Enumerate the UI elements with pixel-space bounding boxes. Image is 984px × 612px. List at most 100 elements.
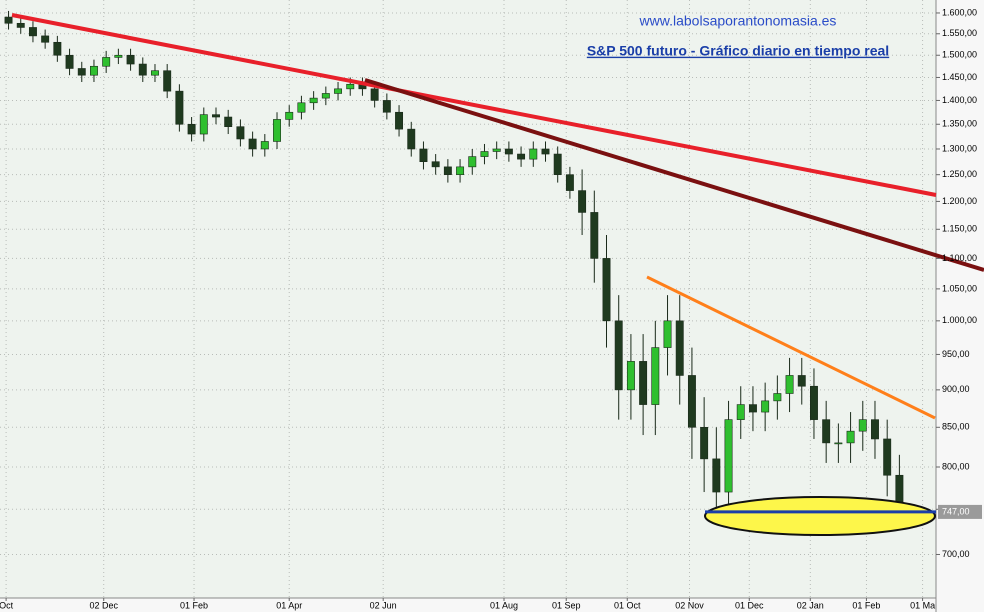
y-tick-label: 950,00	[942, 349, 970, 359]
site-url: www.labolsaporantonomasia.es	[639, 13, 837, 29]
candle-body	[53, 41, 62, 56]
x-axis-area	[0, 598, 936, 612]
candles	[4, 10, 904, 519]
y-tick-label: 700,00	[942, 549, 970, 559]
candle-body	[382, 100, 391, 113]
x-tick-label: 02 Dec	[89, 600, 118, 610]
x-tick-label: 01 Feb	[852, 600, 880, 610]
candle-body	[639, 361, 648, 405]
candle-body	[90, 65, 98, 76]
support-zone	[704, 496, 936, 536]
candle-body	[736, 404, 745, 420]
candle-body	[285, 111, 294, 120]
candle-body	[138, 63, 147, 76]
candle-body	[797, 375, 806, 387]
candle-body	[663, 320, 672, 348]
y-tick-label: 1.600,00	[942, 7, 977, 17]
annotations	[11, 13, 984, 536]
candle-body	[151, 70, 159, 76]
y-tick-label: 1.550,00	[942, 28, 977, 38]
y-tick-label: 800,00	[942, 461, 970, 471]
x-tick-label: 02 Jan	[797, 600, 824, 610]
candle-body	[456, 166, 465, 175]
candle-body	[163, 70, 172, 92]
candle-body	[199, 114, 208, 135]
y-tick-label: 1.150,00	[942, 224, 977, 234]
y-tick-label: 1.250,00	[942, 169, 977, 179]
candle-body	[541, 148, 550, 155]
candle-body	[297, 102, 306, 113]
y-tick-label: 1.400,00	[942, 95, 977, 105]
candle-body	[236, 126, 245, 140]
candle-body	[16, 22, 25, 28]
y-axis-area	[936, 0, 984, 612]
candle-body	[700, 426, 709, 460]
candle-body	[517, 153, 526, 160]
x-tick-label: 01 Feb	[180, 600, 208, 610]
x-tick-label: 01 Oct	[614, 600, 641, 610]
candle-body	[77, 68, 86, 76]
trendline-dark-red	[364, 78, 984, 272]
x-tick-label: Oct	[0, 600, 14, 610]
candle-body	[273, 119, 281, 142]
y-tick-label: 1.300,00	[942, 143, 977, 153]
candle-body	[65, 54, 74, 69]
candle-body	[212, 114, 220, 118]
candle-body	[504, 148, 513, 155]
candle-body	[468, 156, 477, 168]
candle-body	[565, 174, 574, 191]
candle-body	[626, 361, 635, 391]
candle-body	[4, 16, 13, 24]
candle-body	[834, 442, 843, 445]
candle-body	[712, 458, 721, 493]
trendline-red	[11, 13, 937, 197]
candle-body	[419, 148, 428, 163]
candle-body	[407, 128, 416, 150]
candle-body	[529, 148, 538, 160]
y-tick-label: 1.100,00	[942, 253, 977, 263]
y-tick-label: 1.200,00	[942, 196, 977, 206]
y-tick-label: 1.050,00	[942, 283, 977, 293]
candle-body	[822, 419, 831, 444]
candle-body	[443, 166, 452, 175]
candle-body	[492, 148, 501, 152]
candle-body	[858, 419, 867, 432]
candle-body	[370, 88, 379, 101]
last-price-label: 747,00	[942, 506, 970, 516]
candle-body	[187, 123, 196, 135]
axes: 700,00750,00800,00850,00900,00950,001.00…	[0, 7, 982, 610]
candle-body	[871, 419, 879, 440]
candle-body	[309, 97, 318, 104]
candle-body	[334, 88, 342, 94]
candle-body	[578, 190, 587, 213]
candle-body	[810, 385, 818, 420]
candle-body	[687, 375, 696, 428]
x-tick-label: 01 Aug	[490, 600, 518, 610]
candle-body	[651, 347, 660, 405]
x-tick-label: 01 Apr	[276, 600, 302, 610]
candle-body	[614, 320, 623, 391]
candle-body	[260, 141, 269, 150]
candle-body	[785, 375, 794, 394]
candle-body	[480, 151, 489, 157]
x-tick-label: 01 Sep	[552, 600, 581, 610]
y-tick-label: 900,00	[942, 384, 970, 394]
candle-body	[431, 161, 440, 168]
candle-body	[553, 153, 562, 175]
candle-body	[102, 57, 111, 67]
candle-body	[395, 111, 404, 130]
candle-body	[602, 258, 611, 322]
candle-body	[321, 93, 330, 99]
candle-body	[175, 90, 184, 125]
candle-body	[748, 404, 757, 413]
candle-body	[590, 212, 599, 259]
candle-body	[846, 430, 855, 444]
y-tick-label: 1.500,00	[942, 50, 977, 60]
y-tick-label: 1.000,00	[942, 315, 977, 325]
candle-body	[224, 116, 233, 127]
chart-title: S&P 500 futuro - Gráfico diario en tiemp…	[587, 43, 889, 59]
x-tick-label: 02 Nov	[675, 600, 704, 610]
candle-body	[346, 83, 355, 90]
candle-body	[675, 320, 684, 376]
candle-body	[761, 400, 770, 413]
